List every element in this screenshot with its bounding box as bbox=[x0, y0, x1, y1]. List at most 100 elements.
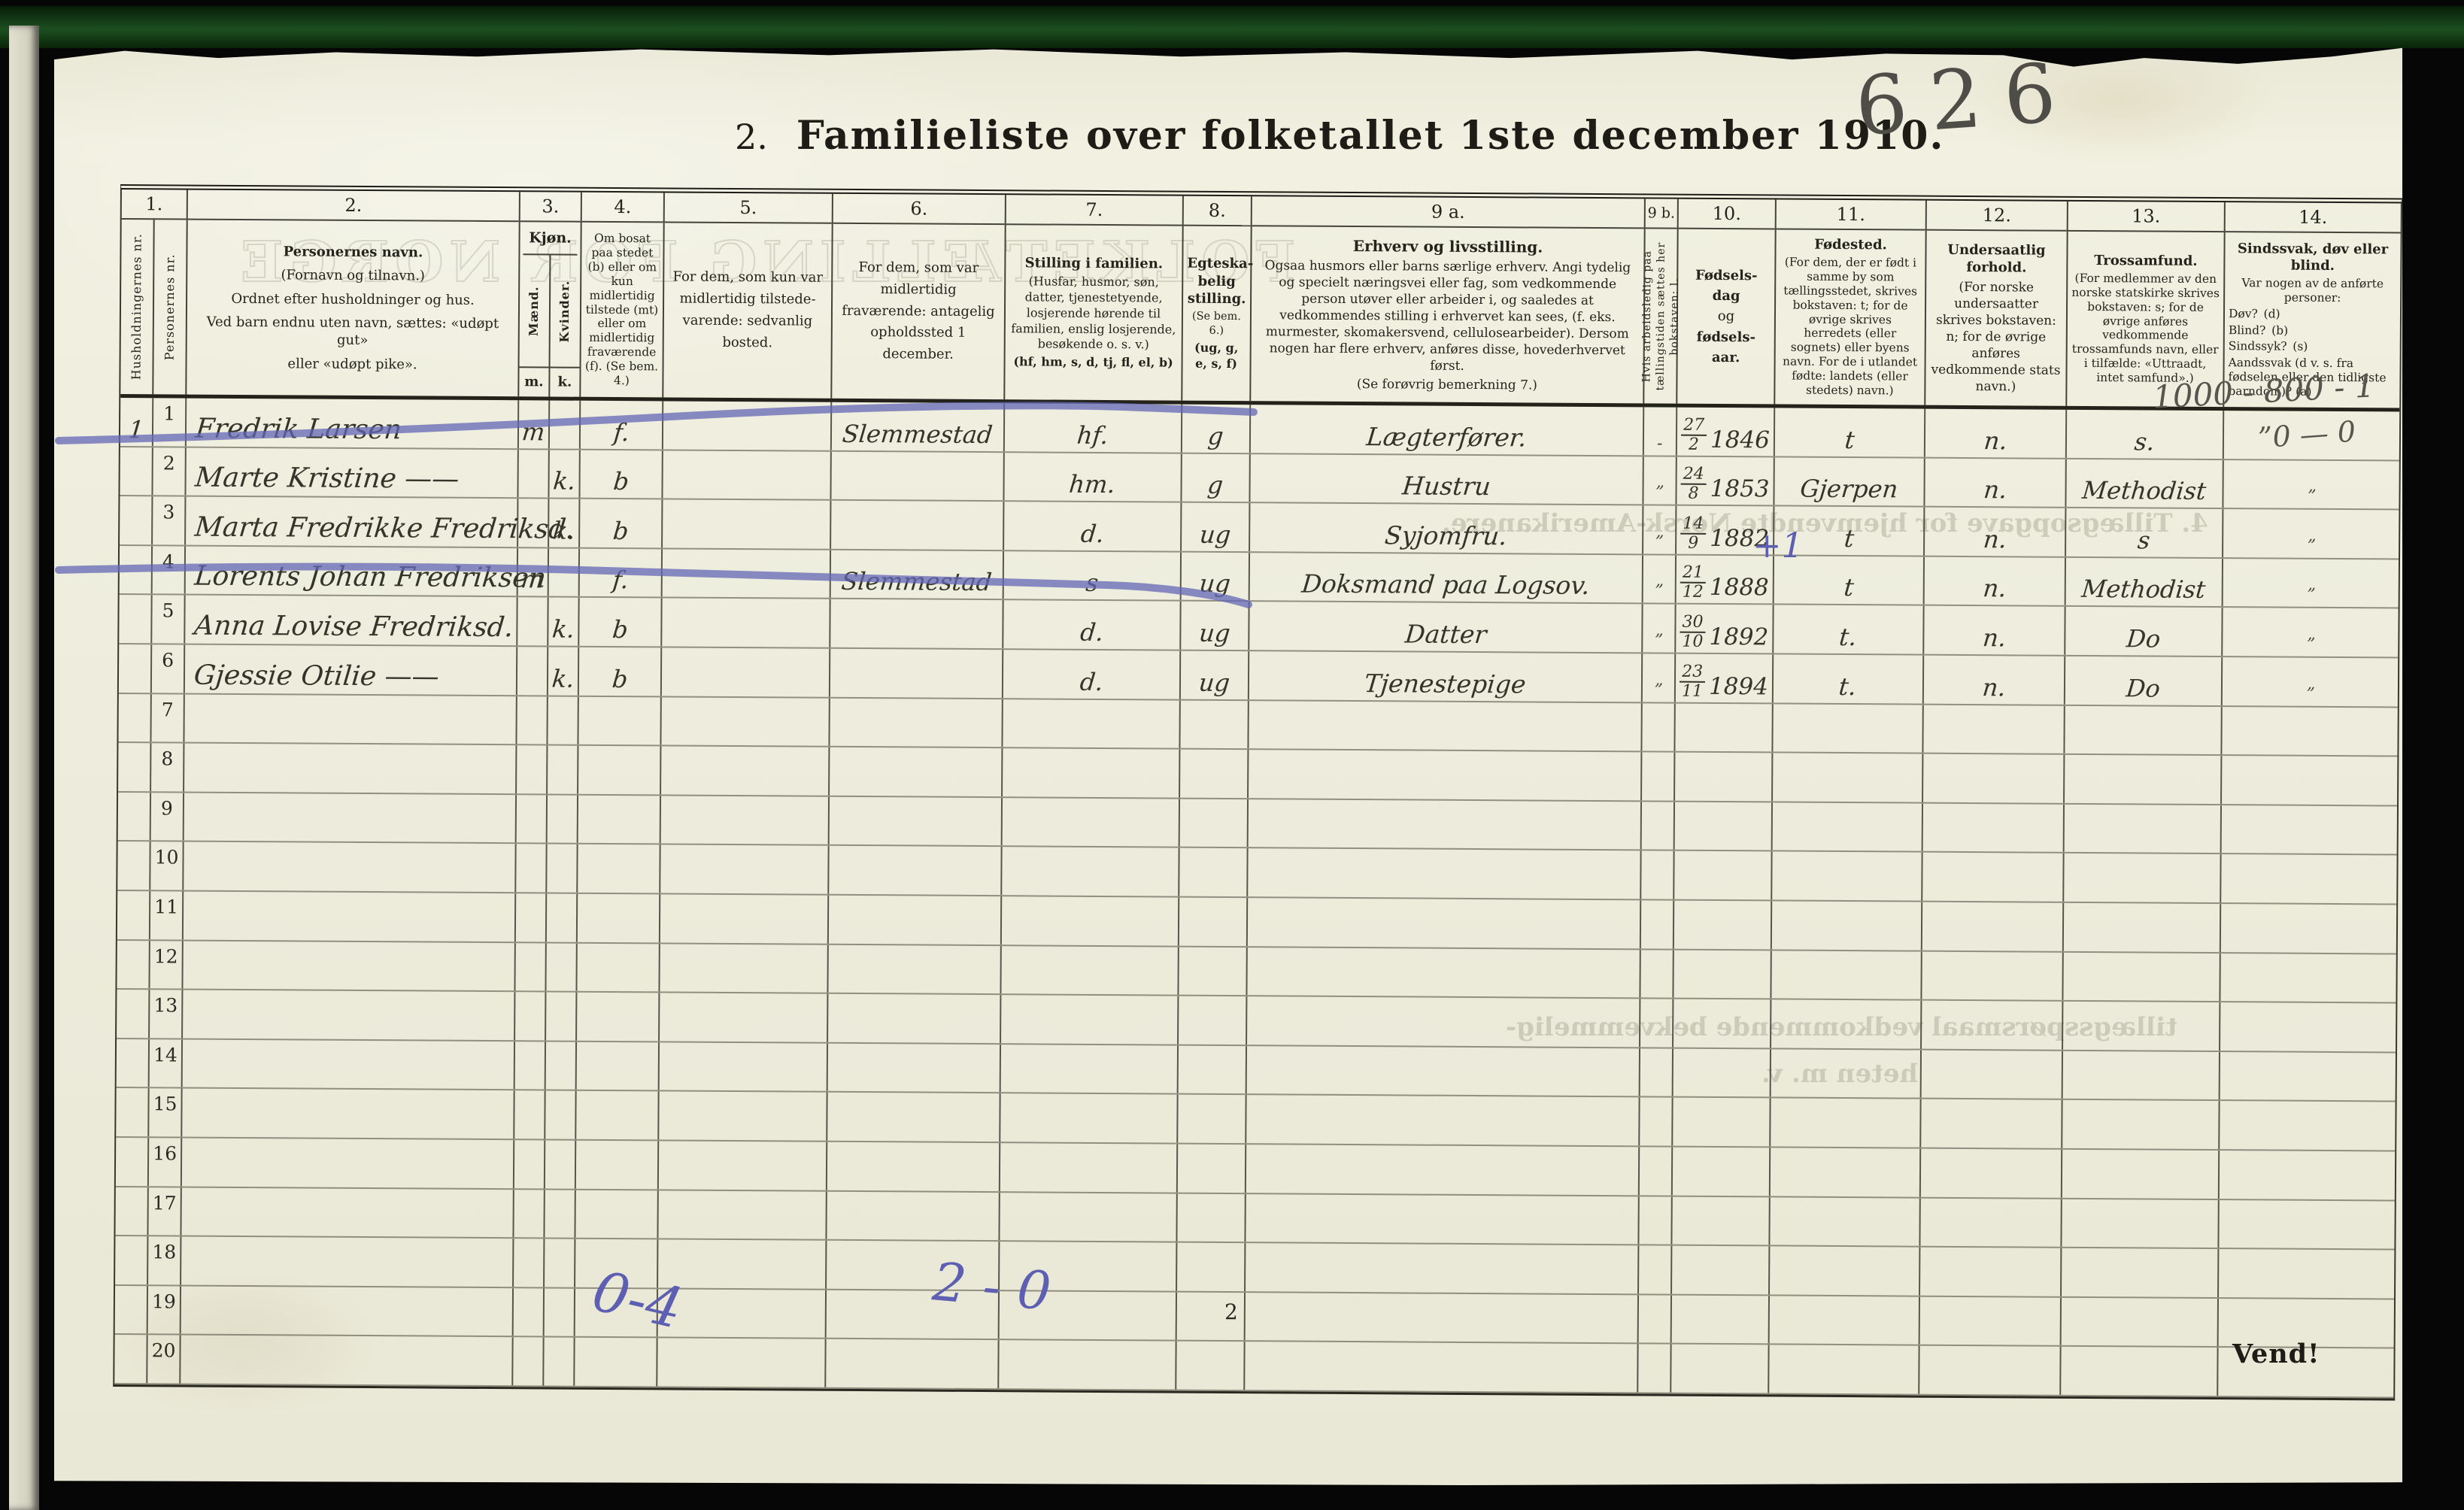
disability-cell bbox=[2222, 805, 2397, 854]
table-header: 1. Husholdningernes nr. Personernes nr. … bbox=[120, 190, 2401, 412]
header-disability-text: Var nogen av de anførte personer: bbox=[2241, 276, 2384, 305]
census-form-page: FOLKETÆLLING FOR NORGE 4. Tillægsopgave … bbox=[54, 47, 2402, 1485]
header-occupation-text: Ogsaa husmors eller barns særlige erhver… bbox=[1264, 257, 1631, 374]
unemployed-text: ” bbox=[1653, 581, 1664, 601]
marital-status-cell: g bbox=[1182, 404, 1252, 453]
person-number-cell: 15 bbox=[149, 1088, 183, 1137]
birthdate-cell bbox=[1672, 1196, 1771, 1245]
residence-status-cell bbox=[576, 1091, 660, 1140]
name-cell bbox=[183, 891, 517, 941]
birthplace-text: t bbox=[1842, 523, 1856, 553]
disability-cell bbox=[2222, 707, 2397, 756]
household-number-cell bbox=[115, 1137, 150, 1186]
household-number-cell bbox=[116, 1039, 150, 1087]
unemployed-cell bbox=[1640, 949, 1674, 998]
marital-status-text: g bbox=[1206, 421, 1225, 450]
header-sex-male: Mænd. bbox=[526, 285, 542, 336]
person-number: 15 bbox=[153, 1093, 178, 1115]
birthplace-text: t bbox=[1843, 425, 1856, 454]
birth-day-month: 21 12 bbox=[1680, 563, 1706, 602]
sex-female-cell bbox=[544, 1288, 576, 1337]
birthdate-cell bbox=[1672, 1147, 1771, 1196]
name-cell bbox=[183, 941, 516, 991]
family-position-cell bbox=[1003, 748, 1181, 798]
sex-female-cell bbox=[545, 1042, 578, 1090]
name-text: Fredrik Larsen bbox=[194, 413, 403, 445]
residence-status-cell: b bbox=[580, 450, 663, 499]
header-usual-residence-text: For dem, som kun var midlertidig tilsted… bbox=[672, 268, 824, 351]
header-name-l3: Ordnet efter husholdninger og hus. bbox=[231, 290, 475, 308]
family-position-cell bbox=[1000, 1192, 1178, 1242]
citizenship-cell bbox=[1920, 1148, 2063, 1198]
occupation-cell: Tjenestepige bbox=[1249, 651, 1643, 702]
family-position-cell: hf. bbox=[1004, 403, 1183, 453]
citizenship-cell bbox=[1922, 853, 2065, 902]
family-position-cell bbox=[1002, 797, 1181, 847]
faith-cell bbox=[2061, 1297, 2220, 1347]
sex-female-cell: k. bbox=[549, 450, 581, 498]
residence-status-cell bbox=[575, 1338, 658, 1387]
pencil-tally-line2: ”0 — 0 bbox=[2256, 414, 2357, 455]
occupation-text: Syjomfru. bbox=[1383, 520, 1509, 551]
unemployed-cell: - bbox=[1643, 407, 1678, 456]
col2-number: 2. bbox=[187, 190, 519, 223]
household-number-cell bbox=[115, 1236, 149, 1284]
family-position-cell: hm. bbox=[1004, 452, 1182, 502]
whereabouts-cell: Slemmestad bbox=[831, 402, 1006, 451]
household-number-cell bbox=[118, 644, 153, 693]
person-number: 20 bbox=[151, 1339, 176, 1362]
citizenship-cell: n. bbox=[1925, 458, 2067, 508]
citizenship-cell: n. bbox=[1925, 507, 2067, 556]
citizenship-text: n. bbox=[1982, 426, 2009, 455]
name-cell: Gjessie Otilie —— bbox=[184, 644, 518, 695]
household-number-cell bbox=[115, 1187, 149, 1236]
citizenship-cell: n. bbox=[1924, 606, 2066, 655]
residence-status-text: b bbox=[611, 516, 630, 545]
birthplace-cell bbox=[1773, 753, 1924, 802]
person-number: 12 bbox=[153, 945, 178, 968]
birthdate-cell bbox=[1671, 1295, 1771, 1344]
whereabouts-cell bbox=[831, 451, 1005, 501]
unemployed-cell bbox=[1640, 999, 1674, 1048]
person-number-cell: 14 bbox=[149, 1039, 184, 1087]
birthplace-text: t. bbox=[1838, 622, 1859, 652]
header-col-residence: 4. Om bosat paa stedet (b) eller om kun … bbox=[581, 192, 665, 398]
header-marital-note: (Se bem. 6.) bbox=[1191, 311, 1241, 338]
residence-status-cell: b bbox=[580, 499, 663, 548]
marital-status-cell bbox=[1179, 847, 1249, 897]
sex-female-cell bbox=[544, 1337, 575, 1386]
unemployed-cell bbox=[1640, 1097, 1674, 1146]
marital-status-text: g bbox=[1206, 471, 1225, 500]
faith-cell: Do bbox=[2065, 607, 2223, 656]
name-cell: Fredrik Larsen bbox=[186, 398, 520, 448]
faith-cell bbox=[2065, 705, 2223, 755]
occupation-cell: Hustru bbox=[1250, 453, 1644, 505]
marital-status-cell: ug bbox=[1180, 650, 1250, 699]
col6-number: 6. bbox=[833, 193, 1005, 226]
name-cell bbox=[183, 990, 516, 1040]
person-number-cell: 16 bbox=[148, 1138, 183, 1187]
faith-cell bbox=[2065, 754, 2223, 804]
sex-female-cell bbox=[545, 1189, 576, 1238]
name-text: Lorents Johan Fredriksen bbox=[193, 560, 548, 594]
whereabouts-cell bbox=[828, 945, 1002, 994]
birthplace-text: t. bbox=[1837, 672, 1859, 701]
sex-male-cell bbox=[513, 1337, 545, 1386]
faith-text: Methodist bbox=[2081, 476, 2208, 506]
marital-status-cell bbox=[1179, 947, 1248, 996]
person-number-cell: 6 bbox=[151, 644, 186, 693]
whereabouts-cell: Slemmestad bbox=[830, 550, 1005, 599]
header-disability-insane: Sindssyk? (s) bbox=[2228, 339, 2308, 354]
birthplace-cell bbox=[1769, 1345, 1920, 1394]
household-number-cell bbox=[117, 890, 151, 939]
header-marital-title: Egteska­belig stilling. bbox=[1187, 255, 1254, 308]
usual-residence-cell bbox=[660, 993, 829, 1042]
faith-cell bbox=[2062, 1149, 2220, 1199]
unemployed-text: - bbox=[1656, 434, 1664, 453]
faith-cell bbox=[2063, 902, 2222, 952]
occupation-cell bbox=[1246, 1193, 1640, 1245]
marital-status-text: ug bbox=[1197, 668, 1231, 697]
unemployed-cell: ” bbox=[1643, 604, 1677, 653]
sex-female-text: k. bbox=[550, 664, 576, 693]
family-position-text: s bbox=[1084, 569, 1100, 598]
